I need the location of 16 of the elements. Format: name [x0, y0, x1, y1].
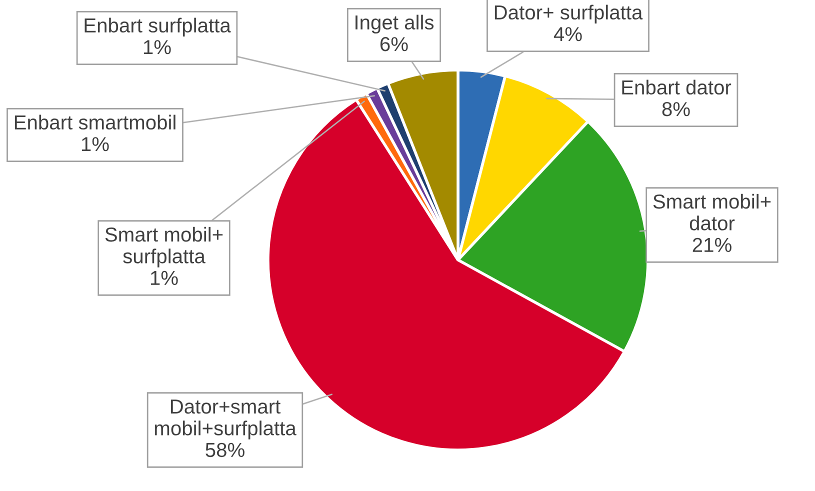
slice-label: Dator+ surfplatta — [494, 4, 643, 24]
slice-label: Enbart surfplatta — [84, 18, 231, 37]
data-label: 8% — [662, 102, 690, 116]
slice-label: Smart mobil+ dator — [653, 194, 771, 230]
data-label: 4% — [554, 27, 582, 42]
slice-label: Dator+smart mobil+surfplatta — [154, 400, 296, 440]
data-label: 1% — [150, 270, 178, 286]
slice-label: Inget alls — [356, 14, 434, 34]
data-label: 1% — [82, 137, 109, 152]
data-label: 6% — [380, 36, 408, 52]
slice-label: Enbart smartmobil — [14, 114, 176, 130]
data-label: 1% — [144, 40, 171, 54]
data-label: 21% — [692, 238, 732, 252]
slice-label: Smart mobil+ surfplatta — [105, 226, 223, 268]
slice-label: Enbart dator — [622, 80, 732, 95]
data-label: 58% — [206, 442, 244, 458]
